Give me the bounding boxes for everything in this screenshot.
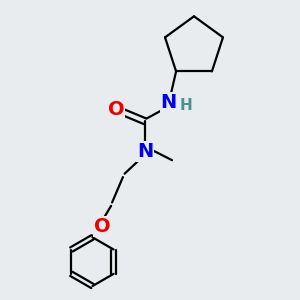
- Text: O: O: [94, 217, 111, 236]
- Text: N: N: [137, 142, 153, 161]
- Text: H: H: [180, 98, 193, 113]
- Text: N: N: [160, 93, 177, 112]
- Text: O: O: [108, 100, 124, 119]
